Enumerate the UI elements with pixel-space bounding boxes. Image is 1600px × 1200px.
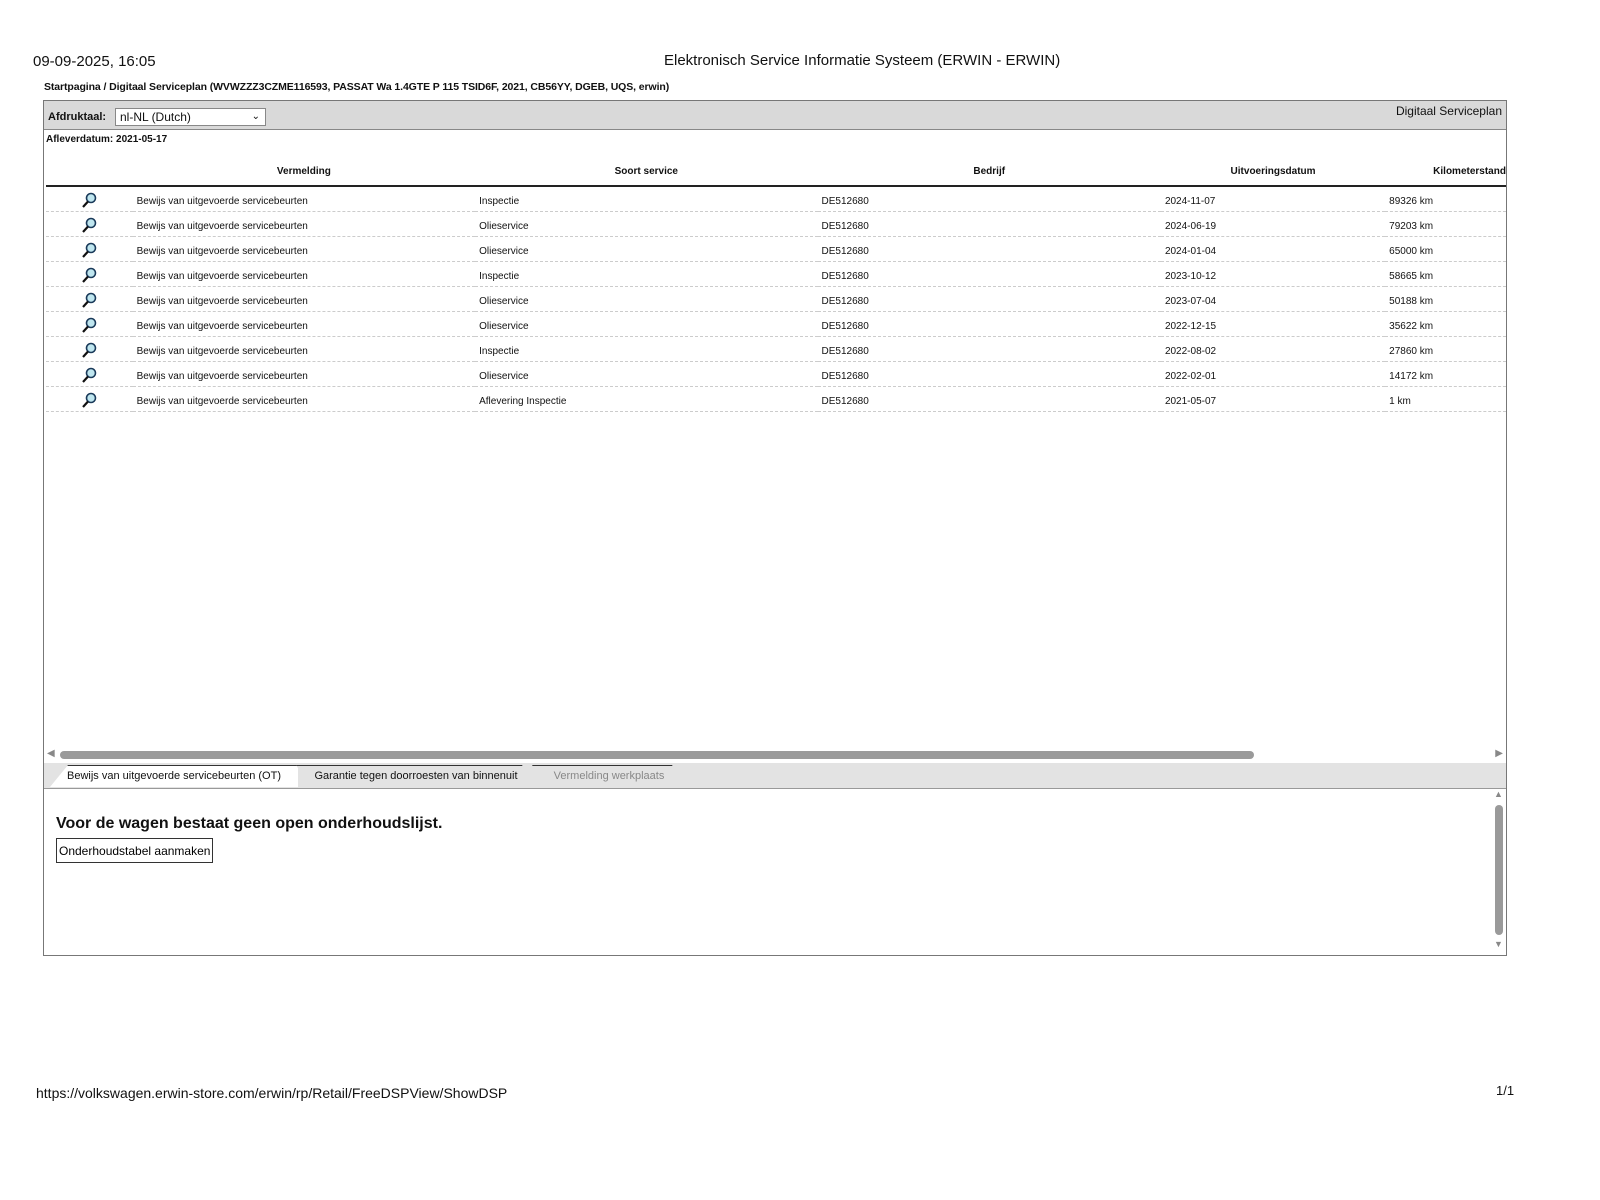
magnifier-icon[interactable] [81, 367, 97, 386]
cell-vermelding: Bewijs van uitgevoerde servicebeurten [132, 212, 476, 237]
cell-vermelding: Bewijs van uitgevoerde servicebeurten [132, 262, 476, 287]
magnifier-icon[interactable] [81, 242, 97, 261]
tab-workshop-note[interactable]: Vermelding werkplaats [532, 765, 686, 787]
cell-bedrijf: DE512680 [817, 337, 1161, 362]
cell-soort-service: Inspectie [475, 337, 818, 362]
cell-bedrijf: DE512680 [817, 187, 1161, 212]
toolbar: Afdruktaal: nl-NL (Dutch) ⌄ Digitaal Serv… [44, 101, 1506, 130]
scroll-left-arrow[interactable]: ◀ [47, 748, 55, 759]
create-maintenance-table-button[interactable]: Onderhoudstabel aanmaken [56, 838, 214, 863]
cell-vermelding: Bewijs van uitgevoerde servicebeurten [132, 387, 476, 412]
cell-kilometerstand: 89326 km [1385, 187, 1506, 212]
cell-kilometerstand: 79203 km [1385, 212, 1506, 237]
magnifier-icon[interactable] [81, 217, 97, 236]
cell-soort-service: Aflevering Inspectie [475, 387, 818, 412]
breadcrumb[interactable]: Startpagina / Digitaal Serviceplan (WVWZ… [44, 81, 670, 93]
cell-soort-service: Inspectie [475, 187, 818, 212]
table-row[interactable]: Bewijs van uitgevoerde servicebeurten Afl… [46, 387, 1506, 412]
scroll-up-arrow[interactable]: ▲ [1494, 789, 1503, 799]
cell-vermelding: Bewijs van uitgevoerde servicebeurten [132, 362, 476, 387]
cell-kilometerstand: 35622 km [1385, 312, 1506, 337]
section-title: Digitaal Serviceplan [1395, 104, 1502, 118]
vertical-scrollbar[interactable] [1495, 805, 1503, 935]
magnifier-icon[interactable] [81, 317, 97, 336]
cell-vermelding: Bewijs van uitgevoerde servicebeurten [132, 287, 476, 312]
cell-soort-service: Olieservice [475, 312, 818, 337]
column-header-uitvoeringsdatum: Uitvoeringsdatum [1160, 153, 1386, 187]
print-timestamp: 09-09-2025, 16:05 [33, 53, 156, 70]
tab-rust-warranty[interactable]: Garantie tegen doorroesten van binnenuit [296, 765, 536, 787]
cell-uitvoeringsdatum: 2022-12-15 [1160, 312, 1386, 337]
column-header-bedrijf: Bedrijf [817, 153, 1161, 187]
magnifier-icon[interactable] [81, 342, 97, 361]
cell-vermelding: Bewijs van uitgevoerde servicebeurten [132, 187, 476, 212]
page-title: Elektronisch Service Informatie Systeem … [664, 52, 1061, 69]
cell-bedrijf: DE512680 [817, 287, 1161, 312]
cell-uitvoeringsdatum: 2024-01-04 [1160, 237, 1386, 262]
scroll-right-arrow[interactable]: ▶ [1495, 748, 1503, 759]
cell-uitvoeringsdatum: 2022-08-02 [1160, 337, 1386, 362]
table-row[interactable]: Bewijs van uitgevoerde servicebeurten Ins… [46, 337, 1506, 362]
table-row[interactable]: Bewijs van uitgevoerde servicebeurten Ins… [46, 262, 1506, 287]
cell-uitvoeringsdatum: 2021-05-07 [1160, 387, 1386, 412]
cell-vermelding: Bewijs van uitgevoerde servicebeurten [132, 337, 476, 362]
cell-uitvoeringsdatum: 2024-06-19 [1160, 212, 1386, 237]
delivery-date: Afleverdatum: 2021-05-17 [46, 134, 168, 145]
cell-kilometerstand: 58665 km [1385, 262, 1506, 287]
table-row[interactable]: Bewijs van uitgevoerde servicebeurten Oli… [46, 237, 1506, 262]
horizontal-scrollbar[interactable] [60, 751, 1254, 759]
panel-message: Voor de wagen bestaat geen open onderhou… [56, 815, 443, 832]
cell-soort-service: Olieservice [475, 287, 818, 312]
tab-service-proof[interactable]: Bewijs van uitgevoerde servicebeurten (O… [50, 765, 298, 787]
cell-bedrijf: DE512680 [817, 262, 1161, 287]
language-value: nl-NL (Dutch) [120, 110, 191, 124]
table-row[interactable]: Bewijs van uitgevoerde servicebeurten Ins… [46, 187, 1506, 212]
cell-kilometerstand: 50188 km [1385, 287, 1506, 312]
service-plan-frame: Afdruktaal: nl-NL (Dutch) ⌄ Digitaal Serv… [43, 100, 1507, 956]
language-label: Afdruktaal: [48, 111, 107, 123]
cell-bedrijf: DE512680 [817, 362, 1161, 387]
cell-kilometerstand: 14172 km [1385, 362, 1506, 387]
chevron-down-icon: ⌄ [251, 111, 260, 122]
language-select[interactable]: nl-NL (Dutch) ⌄ [115, 108, 266, 126]
cell-uitvoeringsdatum: 2024-11-07 [1160, 187, 1386, 212]
column-header-icon [46, 153, 133, 187]
table-row[interactable]: Bewijs van uitgevoerde servicebeurten Oli… [46, 287, 1506, 312]
service-table: Vermelding Soort service Bedrijf Uitvoering… [46, 153, 1506, 412]
cell-kilometerstand: 1 km [1385, 387, 1506, 412]
cell-bedrijf: DE512680 [817, 237, 1161, 262]
cell-kilometerstand: 27860 km [1385, 337, 1506, 362]
magnifier-icon[interactable] [81, 192, 97, 211]
page-number: 1/1 [1496, 1083, 1515, 1098]
cell-kilometerstand: 65000 km [1385, 237, 1506, 262]
cell-bedrijf: DE512680 [817, 312, 1161, 337]
magnifier-icon[interactable] [81, 292, 97, 311]
cell-uitvoeringsdatum: 2023-07-04 [1160, 287, 1386, 312]
cell-vermelding: Bewijs van uitgevoerde servicebeurten [132, 312, 476, 337]
cell-bedrijf: DE512680 [817, 387, 1161, 412]
cell-vermelding: Bewijs van uitgevoerde servicebeurten [132, 237, 476, 262]
table-row[interactable]: Bewijs van uitgevoerde servicebeurten Oli… [46, 212, 1506, 237]
cell-soort-service: Olieservice [475, 212, 818, 237]
scroll-down-arrow[interactable]: ▼ [1494, 939, 1503, 949]
column-header-kilometerstand: Kilometerstand [1385, 153, 1506, 187]
cell-soort-service: Olieservice [475, 237, 818, 262]
cell-bedrijf: DE512680 [817, 212, 1161, 237]
column-header-soort-service: Soort service [475, 153, 818, 187]
cell-soort-service: Inspectie [475, 262, 818, 287]
cell-soort-service: Olieservice [475, 362, 818, 387]
column-header-vermelding: Vermelding [132, 153, 476, 187]
tab-bar: Bewijs van uitgevoerde servicebeurten (O… [44, 763, 1506, 789]
footer-url: https://volkswagen.erwin-store.com/erwin… [36, 1085, 508, 1101]
cell-uitvoeringsdatum: 2022-02-01 [1160, 362, 1386, 387]
table-row[interactable]: Bewijs van uitgevoerde servicebeurten Oli… [46, 312, 1506, 337]
magnifier-icon[interactable] [81, 267, 97, 286]
table-row[interactable]: Bewijs van uitgevoerde servicebeurten Oli… [46, 362, 1506, 387]
magnifier-icon[interactable] [81, 392, 97, 411]
cell-uitvoeringsdatum: 2023-10-12 [1160, 262, 1386, 287]
